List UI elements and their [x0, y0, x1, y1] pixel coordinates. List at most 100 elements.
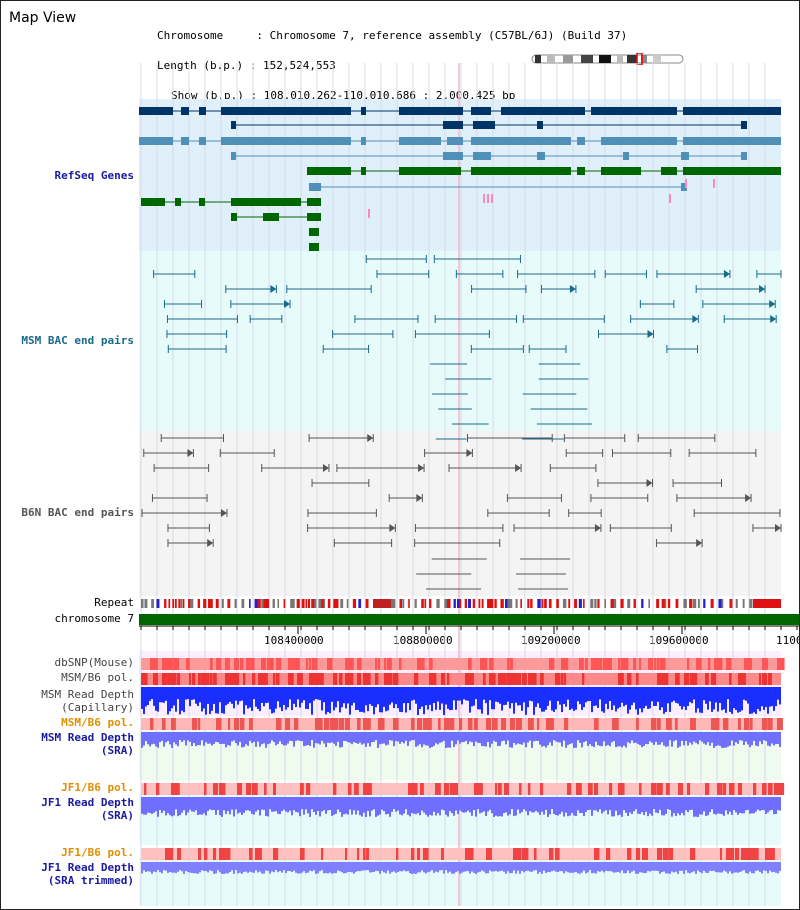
jf1-pol-trim-strip-cell: [396, 848, 399, 860]
jf1-sra-depth-bar: [589, 797, 591, 810]
dbsnp-strip-cell: [156, 658, 159, 670]
jf1-trim-depth-bar: [243, 862, 245, 872]
msm-depth-sra-label[interactable]: MSM Read Depth: [41, 731, 134, 744]
jf1-trim-depth-bar: [563, 862, 565, 874]
msm-sra-depth-bar: [709, 732, 711, 746]
msm-sra-depth-bar: [527, 732, 529, 743]
msm-pol-strip-cell: [441, 673, 446, 685]
refseq-genes-label[interactable]: RefSeq Genes: [54, 169, 134, 182]
msm-pol-strip-cell: [288, 673, 294, 685]
dbsnp-strip-cell: [168, 658, 174, 670]
jf1-trim-depth-bar: [663, 862, 665, 872]
msm-cap-depth-bar: [505, 687, 507, 705]
jf1-sra-depth-bar: [765, 797, 767, 814]
repeat-mark: [478, 599, 481, 608]
repeat-mark: [520, 599, 522, 608]
jf1-sra-depth-bar: [443, 797, 445, 811]
msm-cap-depth-bar: [233, 687, 235, 709]
msm-sra-depth-bar: [625, 732, 627, 748]
msm-sra-depth-bar: [347, 732, 349, 743]
chromosome-ideogram[interactable]: [531, 53, 686, 65]
jf1-trim-depth-bar: [525, 862, 527, 872]
msm-pol-sra-label[interactable]: MSM/B6 pol.: [61, 716, 134, 729]
jf1-pol-strip-cell: [366, 783, 372, 795]
jf1-depth-trim-label[interactable]: JF1 Read Depth: [41, 861, 134, 874]
jf1-trim-depth-bar: [315, 862, 317, 874]
repeat-mark: [156, 599, 160, 608]
msm-depth-cap-label[interactable]: MSM Read Depth: [41, 688, 134, 701]
msm-cap-depth-bar: [613, 687, 615, 706]
repeat-label[interactable]: Repeat: [94, 596, 134, 609]
jf1-sra-depth-bar: [429, 797, 431, 815]
msm-pol-strip-cell: [447, 673, 450, 685]
jf1-sra-depth-bar: [495, 797, 497, 816]
jf1-pol-trim-strip-cell: [519, 848, 522, 860]
jf1-trim-depth-bar: [245, 862, 247, 872]
msm-sra-depth-bar: [451, 732, 453, 741]
jf1-trim-depth-bar: [417, 862, 419, 873]
jf1-sra-depth-bar: [595, 797, 597, 811]
msm-cap-depth-bar: [375, 687, 377, 708]
msm-sra-depth-bar: [697, 732, 699, 745]
msm-cap-depth-bar: [441, 687, 443, 704]
jf1-trim-depth-bar: [159, 862, 161, 873]
jf1-trim-depth-bar: [455, 862, 457, 873]
msm-cap-depth-bar: [479, 687, 481, 710]
msm-cap-depth-bar: [677, 687, 679, 704]
msm-sra-depth-bar: [345, 732, 347, 742]
msm-sra-depth-bar: [351, 732, 353, 745]
msm-sra-depth-bar: [213, 732, 215, 744]
jf1-sra-depth-bar: [277, 797, 279, 814]
repeat-mark: [562, 599, 567, 608]
msm-sra-depth-bar: [339, 732, 341, 748]
dbsnp-strip-cell: [399, 658, 402, 670]
msm-pol-label[interactable]: MSM/B6 pol.: [61, 671, 134, 684]
jf1-trim-depth-bar: [689, 862, 691, 874]
jf1-sra-depth-bar: [167, 797, 169, 814]
jf1-trim-depth-bar: [249, 862, 251, 872]
jf1-sra-depth-bar: [709, 797, 711, 813]
jf1-sra-depth-bar: [509, 797, 511, 815]
msm-sra-depth-bar: [177, 732, 179, 747]
jf1-sra-depth-bar: [775, 797, 777, 814]
jf1-depth-label[interactable]: JF1 Read Depth: [41, 796, 134, 809]
jf1-pol-label[interactable]: JF1/B6 pol.: [61, 781, 134, 794]
jf1-pol-trim-label[interactable]: JF1/B6 pol.: [61, 846, 134, 859]
jf1-sra-depth-bar: [445, 797, 447, 815]
b6n-bac-pair-arrow: [646, 479, 653, 487]
msm-cap-depth-bar: [565, 687, 567, 707]
jf1-pol-trim-strip-cell: [222, 848, 227, 860]
msm-cap-depth-bar: [345, 687, 347, 709]
msm-bac-label[interactable]: MSM BAC end pairs: [21, 334, 134, 347]
msm-pol-sra-strip-cell: [669, 718, 672, 730]
repeat-mark: [656, 599, 660, 608]
jf1-trim-depth-bar: [437, 862, 439, 873]
jf1-sra-depth-bar: [247, 797, 249, 811]
jf1-trim-depth-bar: [389, 862, 391, 874]
msm-pol-sra-strip-cell: [711, 718, 716, 730]
msm-sra-depth-bar: [373, 732, 375, 742]
msm-sra-depth-bar: [189, 732, 191, 742]
repeat-mark: [263, 599, 267, 608]
jf1-pol-trim-strip-cell: [771, 848, 775, 860]
dbsnp-label[interactable]: dbSNP(Mouse): [54, 656, 134, 669]
msm-sra-depth-bar: [447, 732, 449, 748]
chromosome-label[interactable]: chromosome 7: [54, 612, 134, 625]
jf1-sra-depth-bar: [253, 797, 255, 815]
jf1-sra-depth-bar: [471, 797, 473, 816]
jf1-sra-depth-bar: [335, 797, 337, 814]
jf1-sra-depth-bar: [559, 797, 561, 815]
jf1-trim-depth-bar: [713, 862, 715, 871]
msm-sra-depth-bar: [325, 732, 327, 748]
jf1-trim-depth-bar: [615, 862, 617, 873]
jf1-sra-depth-bar: [705, 797, 707, 817]
jf1-trim-depth-bar: [181, 862, 183, 872]
repeat-mark: [197, 599, 201, 608]
msm-cap-depth-bar: [593, 687, 595, 707]
b6n-bac-label[interactable]: B6N BAC end pairs: [21, 506, 134, 519]
jf1-sra-depth-bar: [689, 797, 691, 811]
msm-pol-strip-cell: [510, 673, 516, 685]
jf1-pol-trim-strip-cell: [441, 848, 444, 860]
jf1-trim-depth-bar: [757, 862, 759, 871]
repeat-mark: [358, 599, 362, 608]
